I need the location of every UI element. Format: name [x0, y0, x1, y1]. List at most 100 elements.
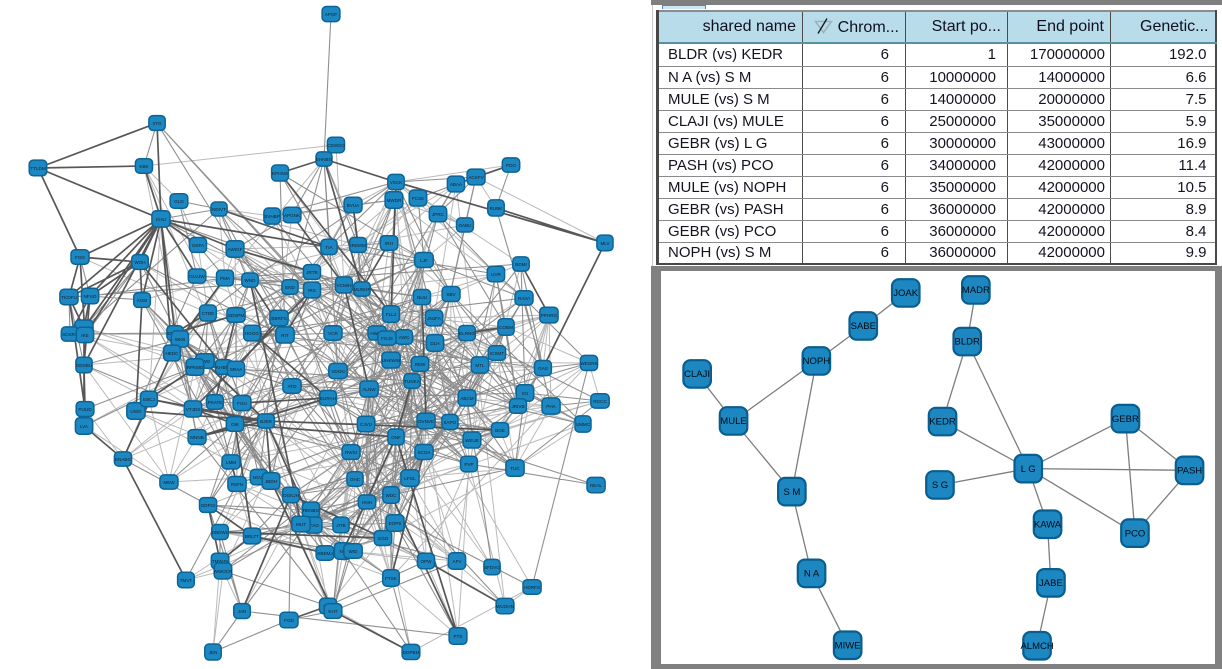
svg-text:L G: L G: [1021, 464, 1036, 475]
svg-text:KHT: KHT: [328, 609, 337, 614]
svg-text:PVP: PVP: [464, 462, 473, 467]
svg-text:LMM: LMM: [226, 460, 236, 465]
svg-text:TFAO: TFAO: [307, 523, 319, 528]
svg-text:AGM: AGM: [137, 298, 148, 303]
svg-text:WEUE: WEUE: [465, 438, 479, 443]
svg-text:UWG: UWG: [130, 409, 142, 414]
svg-text:WWOCR: WWOCR: [214, 569, 234, 574]
svg-text:FGD: FGD: [284, 618, 294, 623]
svg-text:SDSPM: SDSPM: [228, 313, 245, 318]
svg-text:PTS: PTS: [454, 634, 463, 639]
svg-text:JABE: JABE: [1039, 578, 1063, 589]
svg-text:KPHNS: KPHNS: [272, 171, 288, 176]
svg-text:AFV: AFV: [453, 559, 463, 564]
svg-text:NIJ: NIJ: [340, 549, 347, 554]
svg-text:S G: S G: [932, 480, 948, 491]
svg-text:NDIVT: NDIVT: [212, 207, 226, 212]
svg-text:LVA: LVA: [80, 424, 89, 429]
svg-text:GLVJW: GLVJW: [189, 274, 205, 279]
svg-text:NSVE: NSVE: [253, 475, 266, 480]
svg-text:TIA: TIA: [325, 245, 333, 250]
svg-text:UMMC: UMMC: [576, 422, 591, 427]
svg-text:PHA: PHA: [546, 404, 556, 409]
svg-text:PPHRG: PPHRG: [541, 313, 558, 318]
svg-text:TMWJS: TMWJS: [212, 559, 228, 564]
svg-text:VWG: VWG: [200, 359, 211, 364]
svg-text:ABCM: ABCM: [460, 396, 473, 401]
svg-text:KAWA: KAWA: [1034, 520, 1062, 531]
svg-text:CDWSO: CDWSO: [327, 143, 345, 148]
svg-text:GLD: GLD: [174, 199, 184, 204]
svg-text:FCSE: FCSE: [412, 196, 424, 201]
svg-text:MLV: MLV: [600, 241, 610, 246]
svg-text:NOPH: NOPH: [803, 356, 831, 367]
svg-text:UHKWW: UHKWW: [382, 358, 401, 363]
svg-text:DLH: DLH: [430, 341, 439, 346]
svg-text:ODSBU: ODSBU: [76, 363, 92, 368]
svg-text:DOPBM: DOPBM: [403, 650, 420, 655]
svg-text:SCOA: SCOA: [417, 450, 431, 455]
svg-text:MULE: MULE: [720, 416, 746, 427]
svg-text:LFGL: LFGL: [404, 476, 416, 481]
svg-text:SFDVG: SFDVG: [484, 565, 500, 570]
svg-text:RWSI: RWSI: [345, 450, 357, 455]
svg-text:MIWE: MIWE: [835, 640, 861, 651]
svg-text:LJF: LJF: [420, 258, 428, 263]
svg-text:JEN: JEN: [209, 650, 218, 655]
svg-text:EURAH: EURAH: [320, 396, 336, 401]
svg-text:FLLJ: FLLJ: [386, 312, 396, 317]
svg-text:WND: WND: [245, 278, 257, 283]
svg-text:MEW: MEW: [163, 480, 175, 485]
svg-text:SABE: SABE: [851, 321, 876, 332]
svg-text:KEDR: KEDR: [929, 417, 956, 428]
svg-text:OABU: OABU: [458, 223, 471, 228]
svg-text:AWC: AWC: [399, 335, 410, 340]
svg-text:JITB: JITB: [336, 523, 345, 528]
svg-text:JPRC: JPRC: [432, 212, 445, 217]
svg-text:CLAJI: CLAJI: [684, 369, 710, 380]
svg-text:TUNKA: TUNKA: [404, 379, 421, 384]
svg-text:ABAA: ABAA: [450, 182, 463, 187]
svg-text:JNJFA: JNJFA: [427, 316, 441, 321]
svg-text:VSCK: VSCK: [390, 180, 403, 185]
svg-text:KBK: KBK: [139, 164, 149, 169]
svg-text:SVHBP: SVHBP: [264, 214, 280, 219]
svg-text:BRLTT: BRLTT: [245, 534, 259, 539]
svg-text:GGO: GGO: [378, 536, 389, 541]
svg-text:RGCC: RGCC: [593, 399, 607, 404]
svg-text:RENBG: RENBG: [303, 508, 320, 513]
svg-text:DBDWL: DBDWL: [212, 530, 229, 535]
svg-text:SRAA: SRAA: [230, 367, 243, 372]
svg-text:TKOFU: TKOFU: [61, 295, 77, 300]
svg-text:ELRNG: ELRNG: [459, 331, 475, 336]
svg-text:EOPS: EOPS: [389, 521, 402, 526]
svg-text:BVUA: BVUA: [347, 203, 360, 208]
svg-text:MUWJF: MUWJF: [354, 287, 371, 292]
svg-text:WKB: WKB: [175, 337, 185, 342]
svg-text:ICSMT: ICSMT: [490, 351, 504, 356]
svg-text:ENABG: ENABG: [115, 457, 132, 462]
svg-text:WUOHN: WUOHN: [496, 604, 514, 609]
svg-text:END: END: [285, 285, 295, 290]
svg-text:FTSK: FTSK: [385, 576, 398, 581]
svg-text:KHBNB: KHBNB: [216, 365, 232, 370]
svg-text:OHC: OHC: [350, 477, 361, 482]
svg-text:N A: N A: [804, 569, 820, 580]
svg-text:ALNW: ALNW: [362, 387, 376, 392]
svg-text:JRIVB: JRIVB: [511, 404, 524, 409]
svg-text:BOE: BOE: [495, 428, 505, 433]
svg-text:REAL: REAL: [590, 483, 602, 488]
svg-text:GEBR: GEBR: [1112, 414, 1139, 425]
svg-text:MADR: MADR: [962, 285, 990, 296]
svg-text:WDC: WDC: [386, 493, 398, 498]
svg-text:PKATE: PKATE: [208, 400, 223, 405]
svg-text:HDRFS: HDRFS: [524, 585, 540, 590]
svg-text:VCR: VCR: [328, 331, 338, 336]
svg-text:GAS: GAS: [538, 366, 548, 371]
svg-text:WID: WID: [349, 549, 359, 554]
svg-text:IRS: IRS: [308, 288, 316, 293]
svg-text:HGGG: HGGG: [245, 331, 259, 336]
svg-text:OPW: OPW: [421, 559, 433, 564]
svg-text:TMVT: TMVT: [180, 578, 193, 583]
svg-text:FGG: FGG: [75, 255, 85, 260]
